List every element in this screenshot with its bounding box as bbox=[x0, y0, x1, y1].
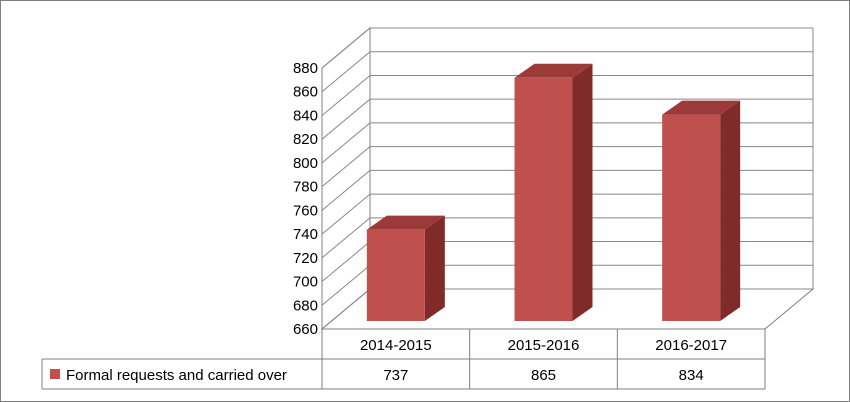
y-tick-label: 880 bbox=[293, 60, 318, 77]
gridline bbox=[321, 27, 813, 69]
bar-front bbox=[514, 77, 573, 321]
data-label: 865 bbox=[531, 367, 556, 384]
x-tick-label: 2015-2016 bbox=[508, 337, 580, 354]
bar-side bbox=[572, 63, 593, 321]
bar-top bbox=[662, 100, 741, 115]
y-tick-label: 820 bbox=[293, 131, 318, 148]
gridline bbox=[321, 98, 813, 140]
bar-top bbox=[514, 63, 593, 78]
y-tick-label: 660 bbox=[293, 321, 318, 338]
bar bbox=[514, 63, 593, 321]
bar-side bbox=[720, 100, 741, 321]
bar-front bbox=[366, 229, 425, 321]
gridline bbox=[321, 74, 813, 116]
data-label: 737 bbox=[383, 367, 408, 384]
bar-top bbox=[366, 215, 445, 230]
legend-label: Formal requests and carried over bbox=[66, 367, 287, 384]
legend-swatch bbox=[50, 369, 60, 379]
bar bbox=[366, 215, 445, 321]
bar-side bbox=[424, 215, 445, 321]
x-tick-label: 2016-2017 bbox=[655, 337, 727, 354]
bar bbox=[662, 100, 741, 321]
side-wall bbox=[321, 26, 371, 331]
bars bbox=[366, 63, 741, 321]
y-tick-label: 740 bbox=[293, 226, 318, 243]
y-axis: 660 680 700 720 740 760 780 800 820 840 860 880 bbox=[293, 60, 318, 338]
y-tick-label: 680 bbox=[293, 297, 318, 314]
x-tick-label: 2014-2015 bbox=[360, 337, 432, 354]
gridline bbox=[321, 51, 813, 93]
y-tick-label: 800 bbox=[293, 155, 318, 172]
y-tick-label: 840 bbox=[293, 107, 318, 124]
data-table: Formal requests and carried over 2014-20… bbox=[41, 328, 766, 390]
y-tick-label: 760 bbox=[293, 202, 318, 219]
bar-front bbox=[662, 114, 721, 321]
y-tick-label: 780 bbox=[293, 179, 318, 196]
y-tick-label: 860 bbox=[293, 84, 318, 101]
y-tick-label: 720 bbox=[293, 250, 318, 267]
data-label: 834 bbox=[679, 367, 704, 384]
y-tick-label: 700 bbox=[293, 274, 318, 291]
